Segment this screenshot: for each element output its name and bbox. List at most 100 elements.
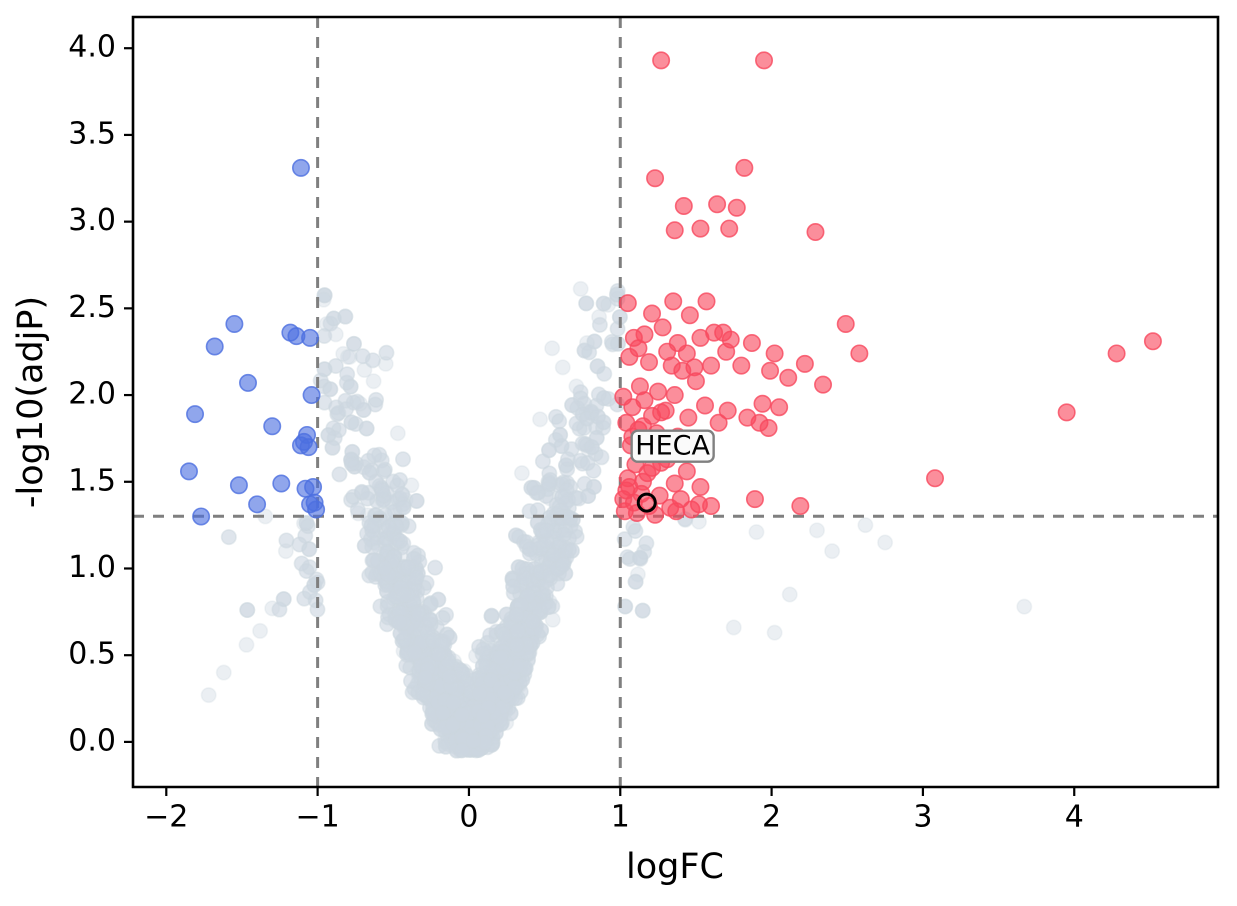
data-point-nonsignificant	[320, 427, 337, 444]
data-point-nonsignificant	[460, 740, 477, 757]
data-point-nonsignificant	[351, 395, 368, 412]
data-point-nonsignificant	[591, 309, 608, 326]
data-point-nonsignificant	[571, 420, 588, 437]
data-point-nonsignificant	[808, 522, 825, 539]
data-point-nonsignificant	[363, 517, 380, 534]
data-point-nonsignificant	[316, 361, 333, 378]
data-point-nonsignificant	[460, 741, 477, 758]
data-point-nonsignificant	[470, 715, 487, 732]
data-point-nonsignificant	[374, 482, 391, 499]
data-point-nonsignificant	[435, 711, 452, 728]
data-point-nonsignificant	[427, 689, 444, 706]
data-point-nonsignificant	[482, 688, 499, 705]
data-point-nonsignificant	[476, 678, 493, 695]
data-point-nonsignificant	[465, 732, 482, 749]
data-point-nonsignificant	[368, 534, 385, 551]
data-point-nonsignificant	[484, 677, 501, 694]
data-point-nonsignificant	[345, 335, 362, 352]
data-point-nonsignificant	[369, 552, 386, 569]
data-point-nonsignificant	[547, 523, 564, 540]
data-point-nonsignificant	[496, 671, 513, 688]
data-point-nonsignificant	[632, 550, 649, 567]
data-point-nonsignificant	[432, 716, 449, 733]
data-point-nonsignificant	[625, 518, 642, 535]
data-point-nonsignificant	[423, 655, 440, 672]
data-point-nonsignificant	[456, 729, 473, 746]
data-point-nonsignificant	[435, 702, 452, 719]
data-point-nonsignificant	[405, 605, 422, 622]
data-point-nonsignificant	[487, 690, 504, 707]
data-point-nonsignificant	[583, 405, 600, 422]
data-point-nonsignificant	[482, 685, 499, 702]
data-point-nonsignificant	[766, 624, 783, 641]
data-point-nonsignificant	[462, 677, 479, 694]
data-point-nonsignificant	[472, 693, 489, 710]
data-point-nonsignificant	[517, 660, 534, 677]
data-point-nonsignificant	[559, 474, 576, 491]
data-point-upregulated	[1143, 332, 1162, 351]
data-point-nonsignificant	[530, 484, 547, 501]
data-point-nonsignificant	[505, 682, 522, 699]
data-point-nonsignificant	[431, 638, 448, 655]
data-point-nonsignificant	[412, 654, 429, 671]
data-point-nonsignificant	[391, 585, 408, 602]
data-point-nonsignificant	[429, 658, 446, 675]
data-point-nonsignificant	[356, 537, 373, 554]
data-point-nonsignificant	[466, 724, 483, 741]
data-point-nonsignificant	[431, 634, 448, 651]
data-point-nonsignificant	[475, 708, 492, 725]
data-point-nonsignificant	[399, 619, 416, 636]
data-point-nonsignificant	[445, 653, 462, 670]
data-point-nonsignificant	[495, 626, 512, 643]
data-point-nonsignificant	[471, 690, 488, 707]
data-point-nonsignificant	[493, 714, 510, 731]
data-point-nonsignificant	[632, 549, 649, 566]
data-point-nonsignificant	[516, 660, 533, 677]
data-point-upregulated	[680, 306, 699, 325]
data-point-nonsignificant	[518, 634, 535, 651]
data-point-nonsignificant	[424, 687, 441, 704]
data-point-nonsignificant	[443, 659, 460, 676]
data-point-nonsignificant	[478, 685, 495, 702]
data-point-nonsignificant	[486, 709, 503, 726]
data-point-nonsignificant	[521, 633, 538, 650]
data-point-nonsignificant	[552, 522, 569, 539]
data-point-nonsignificant	[437, 719, 454, 736]
data-point-nonsignificant	[493, 691, 510, 708]
data-point-nonsignificant	[405, 550, 422, 567]
data-point-nonsignificant	[446, 717, 463, 734]
data-point-nonsignificant	[497, 703, 514, 720]
data-point-nonsignificant	[510, 597, 527, 614]
data-point-nonsignificant	[502, 614, 519, 631]
nonsignificant-point-cloud	[200, 280, 1033, 759]
data-point-nonsignificant	[487, 698, 504, 715]
data-point-downregulated	[179, 462, 198, 481]
data-point-nonsignificant	[432, 710, 449, 727]
data-point-nonsignificant	[510, 559, 527, 576]
data-point-nonsignificant	[552, 426, 569, 443]
data-point-nonsignificant	[442, 693, 459, 710]
data-point-nonsignificant	[410, 606, 427, 623]
data-point-nonsignificant	[497, 647, 514, 664]
data-point-nonsignificant	[463, 726, 480, 743]
data-point-nonsignificant	[422, 679, 439, 696]
data-point-nonsignificant	[471, 699, 488, 716]
data-point-nonsignificant	[409, 609, 426, 626]
data-point-nonsignificant	[458, 686, 475, 703]
data-point-nonsignificant	[508, 623, 525, 640]
data-point-nonsignificant	[454, 703, 471, 720]
data-point-downregulated	[302, 386, 321, 405]
data-point-nonsignificant	[378, 484, 395, 501]
data-point-nonsignificant	[455, 731, 472, 748]
data-point-nonsignificant	[483, 672, 500, 689]
data-point-nonsignificant	[444, 716, 461, 733]
data-point-downregulated	[229, 476, 248, 495]
data-point-nonsignificant	[482, 700, 499, 717]
data-point-nonsignificant	[394, 451, 411, 468]
data-point-nonsignificant	[433, 633, 450, 650]
data-point-nonsignificant	[476, 697, 493, 714]
data-point-nonsignificant	[436, 663, 453, 680]
data-point-nonsignificant	[392, 533, 409, 550]
data-point-nonsignificant	[373, 452, 390, 469]
